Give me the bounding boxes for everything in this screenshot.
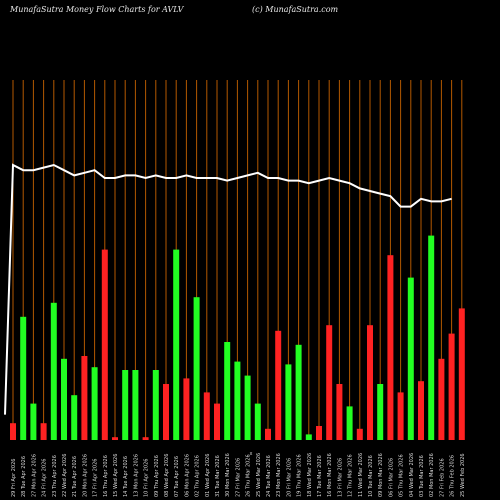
x-axis-marker: x [250, 451, 253, 457]
bar-down [336, 384, 343, 440]
bar-down [458, 308, 465, 440]
x-tick-label: 09 Mon Mar 2026 [378, 453, 384, 497]
bar-up [244, 375, 251, 440]
bar-down [448, 333, 455, 440]
x-tick-label: 22 Wed Apr 2026 [62, 454, 68, 497]
bar-down [40, 423, 47, 440]
bar-up [428, 235, 435, 440]
x-tick-label: 17 Fri Apr 2026 [93, 459, 99, 497]
x-tick-label: 02 Thu Apr 2026 [195, 455, 201, 497]
bar-up [132, 370, 139, 440]
bar-down [183, 378, 190, 440]
x-tick-label: 02 Mon Mar 2026 [429, 453, 435, 497]
x-tick-label: 18 Wed Mar 2026 [307, 453, 313, 497]
bar-up [234, 361, 241, 440]
bar-up [173, 249, 180, 440]
trend-line-group [4, 163, 452, 415]
bar-down [203, 392, 210, 440]
x-tick-label: 06 Mon Apr 2026 [184, 454, 190, 497]
x-tick-label: 17 Tue Mar 2026 [317, 455, 323, 497]
x-tick-label: 24 Tue Mar 2026 [266, 455, 272, 497]
x-tick-label: 30 Mon Mar 2026 [225, 453, 231, 497]
bar-down [142, 437, 149, 440]
bar-down [163, 384, 169, 440]
bar-down [387, 255, 394, 440]
bar-up [71, 395, 78, 440]
x-tick-label: 13 Fri Mar 2026 [337, 458, 343, 497]
x-tick-label: 20 Mon Apr 2026 [82, 454, 88, 497]
x-tick-label: 11 Wed Mar 2026 [358, 453, 364, 497]
bar-down [10, 423, 16, 440]
x-tick-label: 27 Fri Feb 2026 [439, 458, 445, 497]
x-tick-label: 19 Thu Mar 2026 [297, 454, 303, 497]
bar-down [214, 403, 220, 440]
x-tick-label: 21 Tue Apr 2026 [72, 456, 78, 497]
x-tick-label: 01 Wed Apr 2026 [205, 454, 211, 497]
bar-up [50, 302, 57, 440]
chart-header-title: MunafaSutra Money Flow Charts for AVLV [10, 5, 184, 14]
x-tick-label: 23 Mon Mar 2026 [276, 453, 282, 497]
bar-up [152, 370, 159, 440]
bar-up [122, 370, 129, 440]
x-tick-label: 16 Thu Apr 2026 [103, 455, 109, 497]
x-tick-label: 14 Tue Apr 2026 [123, 456, 129, 497]
x-tick-label: 09 Thu Apr 2026 [154, 455, 160, 497]
x-tick-label: 26 Thu Mar 2026 [246, 454, 252, 497]
bar-down [316, 426, 322, 440]
bar-down [275, 330, 282, 440]
bar-up [30, 403, 37, 440]
x-tick-label: 27 Mon Apr 2026 [31, 454, 37, 497]
x-tick-label: 24 Fri Apr 2026 [42, 459, 48, 497]
bar-down [81, 356, 88, 440]
bar-up [254, 403, 261, 440]
bar-up [61, 358, 67, 440]
x-tick-label: 26 Thu Feb 2026 [450, 455, 456, 497]
bars-group [10, 235, 465, 440]
bar-up [346, 406, 353, 440]
x-tick-label: 16 Mon Mar 2026 [327, 453, 333, 497]
bar-down [367, 325, 373, 440]
x-tick-label: 29 Fri Apr 2026 [11, 459, 17, 497]
x-tick-label: 12 Thu Mar 2026 [348, 454, 354, 497]
bar-up [295, 344, 302, 440]
bar-up [377, 384, 384, 440]
x-tick-label: 08 Wed Apr 2026 [164, 454, 170, 497]
bar-down [418, 381, 424, 440]
x-tick-label: 10 Tue Mar 2026 [368, 455, 374, 497]
bar-up [305, 434, 312, 440]
bar-down [265, 428, 271, 440]
bar-down [438, 358, 445, 440]
bar-up [91, 367, 98, 440]
x-tick-label: 07 Tue Apr 2026 [174, 456, 180, 497]
x-tick-label: 27 Fri Mar 2026 [235, 458, 241, 497]
x-tick-label: 06 Fri Mar 2026 [388, 458, 394, 497]
x-tick-label: 10 Fri Apr 2026 [144, 459, 150, 497]
x-tick-label: 20 Fri Mar 2026 [286, 458, 292, 497]
x-tick-labels: 29 Fri Apr 2026 28 Tue Apr 2026 27 Mon Apr… [11, 453, 466, 497]
bar-up [20, 316, 27, 440]
bar-up [407, 277, 414, 440]
x-tick-label: 25 Wed Feb 2026 [460, 453, 466, 497]
x-tick-label: 03 Tue Mar 2026 [419, 455, 425, 497]
x-tick-label: 15 Wed Apr 2026 [113, 454, 119, 497]
x-tick-label: 25 Wed Mar 2026 [256, 453, 262, 497]
bar-up [193, 297, 200, 440]
bar-down [397, 392, 404, 440]
x-tick-label: 23 Thu Apr 2026 [52, 455, 58, 497]
bar-down [326, 325, 333, 440]
bar-up [224, 342, 231, 440]
x-tick-label: 05 Thu Mar 2026 [399, 454, 405, 497]
bar-down [356, 428, 363, 440]
bar-up [285, 364, 292, 440]
x-tick-label: 13 Mon Apr 2026 [133, 454, 139, 497]
chart-header-credit: (c) MunafaSutra.com [252, 5, 339, 14]
bar-down [112, 437, 118, 440]
x-tick-label: 28 Tue Apr 2026 [21, 456, 27, 497]
x-tick-label: 31 Tue Mar 2026 [215, 455, 221, 497]
x-tick-label: 04 Wed Mar 2026 [409, 453, 415, 497]
trend-line [4, 163, 452, 415]
bar-down [101, 249, 108, 440]
